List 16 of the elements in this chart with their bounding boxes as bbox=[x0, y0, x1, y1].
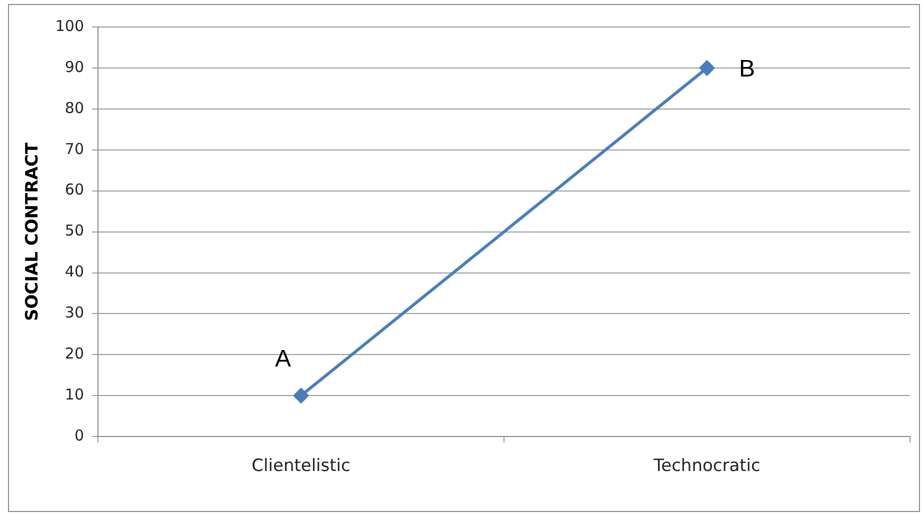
y-tick-label: 10 bbox=[64, 386, 84, 404]
y-tick-label: 40 bbox=[64, 262, 84, 281]
y-tick-label: 20 bbox=[64, 344, 84, 363]
x-tick-label: Clientelistic bbox=[252, 456, 350, 476]
y-axis-title: SOCIAL CONTRACT bbox=[22, 142, 43, 322]
y-tick-label: 0 bbox=[74, 426, 84, 444]
y-tick-label: 30 bbox=[64, 304, 84, 322]
y-tick-label: 50 bbox=[64, 222, 84, 240]
annotation: B bbox=[739, 56, 756, 83]
y-tick-label: 70 bbox=[64, 140, 84, 158]
y-tick-label: 80 bbox=[64, 98, 84, 117]
y-tick-label: 100 bbox=[55, 16, 84, 35]
x-tick-label: Technocratic bbox=[652, 456, 760, 476]
y-tick-label: 60 bbox=[64, 180, 84, 199]
annotation: A bbox=[275, 345, 292, 372]
y-tick-label: 90 bbox=[64, 58, 84, 76]
